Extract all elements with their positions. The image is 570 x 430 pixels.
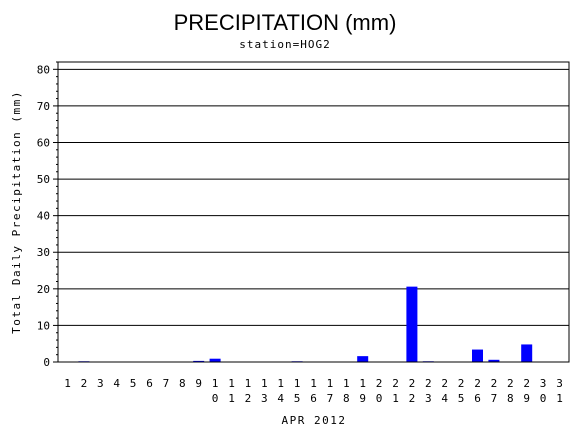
chart-subtitle: station=HOG2 bbox=[239, 38, 330, 51]
y-tick-label-40: 40 bbox=[37, 210, 50, 223]
x-tick-label-8: 8 bbox=[179, 377, 186, 390]
x-axis-label: APR 2012 bbox=[282, 414, 347, 427]
x-tick-label-2: 2 bbox=[81, 377, 88, 390]
x-tick-label-3: 3 bbox=[97, 377, 104, 390]
bar-day-22 bbox=[406, 286, 418, 362]
bar-day-19 bbox=[357, 356, 369, 362]
x-tick-label-1: 1 bbox=[64, 377, 71, 390]
x-tick-label-9: 9 bbox=[195, 377, 202, 390]
bar-day-9 bbox=[193, 360, 205, 362]
plot-frame bbox=[57, 61, 570, 363]
y-tick-label-50: 50 bbox=[37, 173, 50, 186]
y-tick-label-10: 10 bbox=[37, 319, 50, 332]
bar-day-26 bbox=[472, 349, 483, 362]
y-axis-ticks: 0 10 20 30 40 50 60 70 80 bbox=[37, 61, 58, 369]
y-tick-label-30: 30 bbox=[37, 246, 50, 259]
chart-title: PRECIPITATION (mm) bbox=[174, 10, 397, 35]
gridlines bbox=[58, 68, 569, 326]
y-tick-label-0: 0 bbox=[43, 356, 50, 369]
bar-day-27 bbox=[488, 359, 500, 362]
bar-day-29 bbox=[521, 344, 533, 362]
bars bbox=[78, 286, 533, 363]
y-tick-label-80: 80 bbox=[37, 63, 50, 76]
x-axis-ticks: 1 2 3 4 5 6 7 8 9 1 01 11 21 31 41 51 61 71 81 92 02 12 22 32 42… bbox=[64, 377, 563, 405]
x-tick-label-7: 7 bbox=[163, 377, 170, 390]
x-tick-label-6: 6 bbox=[146, 377, 153, 390]
y-axis-label: Total Daily Precipitation (mm) bbox=[10, 90, 23, 334]
bar-day-10 bbox=[209, 358, 221, 362]
x-tick-label-4: 4 bbox=[113, 377, 120, 390]
y-tick-label-60: 60 bbox=[37, 136, 50, 149]
y-tick-label-20: 20 bbox=[37, 283, 50, 296]
y-tick-label-70: 70 bbox=[37, 100, 50, 113]
x-tick-label-5: 5 bbox=[130, 377, 137, 390]
